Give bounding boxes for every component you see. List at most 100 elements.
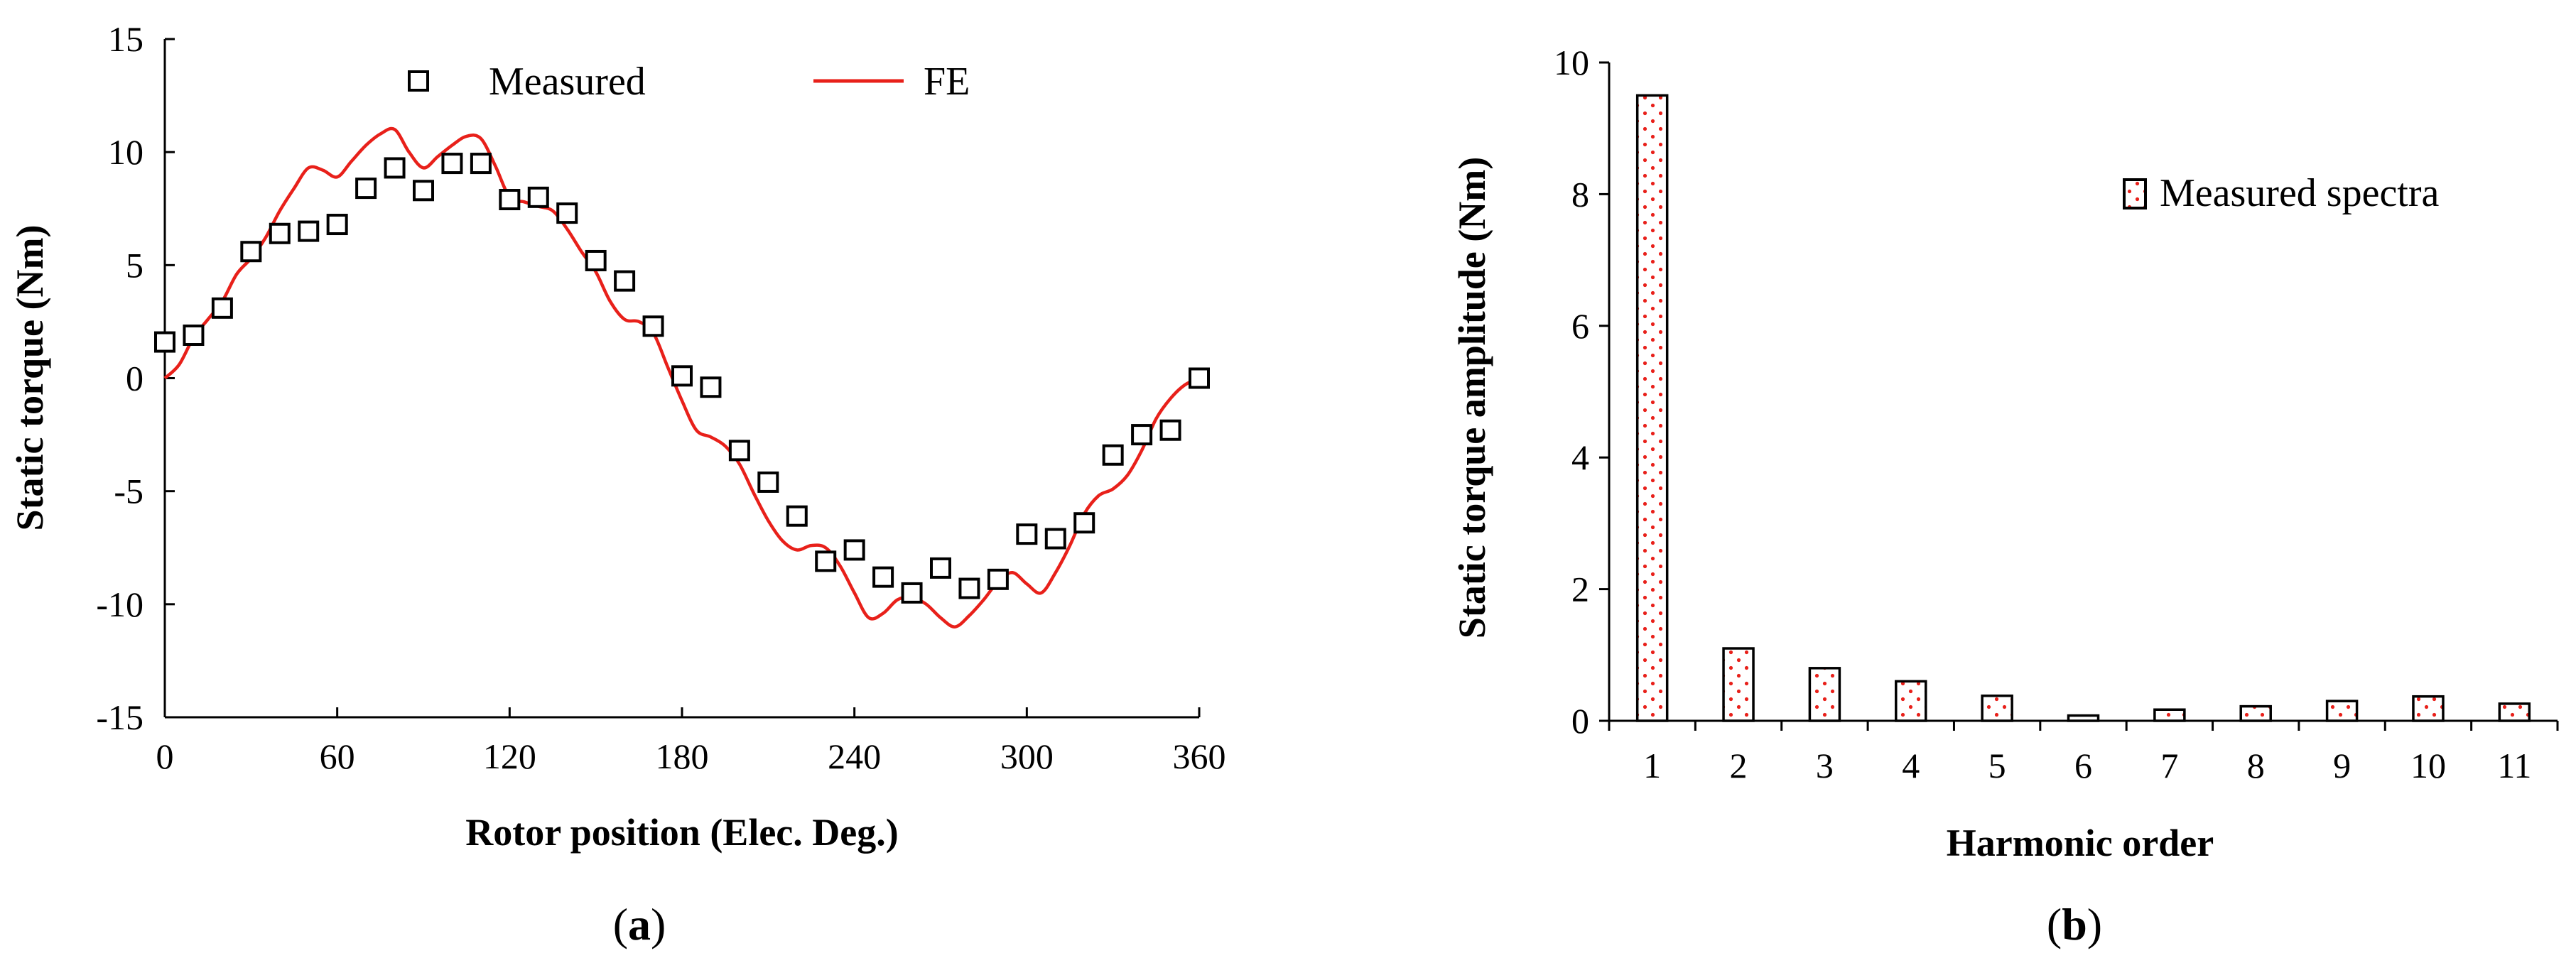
chart-a-y-axis-label: Static torque (Nm) [9,225,51,531]
x-tick-label: 3 [1816,746,1834,785]
chart-a-x-ticks: 0 60 120 180 240 300 360 [156,707,1226,776]
chart-b-bars [1635,94,2531,722]
measured-point [958,577,980,599]
y-tick-label: 6 [1571,306,1589,346]
measured-point [671,365,693,387]
y-tick-label: -10 [96,584,144,624]
measured-point [355,178,377,200]
bar-harmonic [1808,667,1841,722]
y-tick-label: 15 [108,19,144,59]
measured-point [700,376,722,398]
measured-point [470,153,492,175]
y-tick-label: 5 [126,245,144,285]
measured-point [1189,367,1210,389]
measured-point [1131,424,1153,446]
legend-measured-marker [408,70,429,92]
measured-point [499,189,521,211]
chart-a-panel-letter: a [628,899,651,949]
measured-point [240,241,262,263]
measured-point [154,331,175,353]
x-tick-label: 2 [1730,746,1748,785]
measured-point [1073,512,1095,534]
measured-series [154,153,1210,604]
measured-point [901,582,923,604]
x-tick-label: 4 [1902,746,1920,785]
measured-point [872,566,894,588]
bar-harmonic [1722,647,1755,722]
legend-measured-label: Measured [489,60,646,104]
chart-a-x-axis-label: Rotor position (Elec. Deg.) [465,811,898,854]
fe-line [163,126,1200,628]
x-tick-label: 60 [320,736,355,776]
measured-point [728,440,750,462]
bar-harmonic [2325,700,2359,722]
y-tick-label: -5 [114,472,144,511]
chart-b-panel-label: (b) [2047,899,2102,949]
x-tick-label: 9 [2333,746,2351,785]
x-tick-label: 1 [1643,746,1661,785]
measured-point [1016,523,1038,545]
measured-point [384,157,406,179]
measured-point [642,315,664,337]
y-tick-label: 2 [1571,570,1589,609]
measured-point [413,180,434,202]
measured-point [614,270,636,292]
chart-b-x-ticks: 1 2 3 4 5 6 7 8 9 10 11 [1608,721,2559,785]
measured-point [987,568,1009,590]
measured-point [441,153,463,175]
bar-harmonic [2498,702,2531,722]
measured-point [527,186,549,208]
measured-point [1159,419,1181,441]
bar-harmonic [2239,704,2272,722]
measured-point [183,325,205,347]
y-tick-label: 8 [1571,174,1589,214]
legend-measured-spectra-marker [2123,178,2147,209]
chart-b-y-axis-label: Static torque amplitude (Nm) [1451,157,1493,638]
chart-a-y-ticks: -15 -10 -5 0 5 10 15 [96,19,175,737]
x-tick-label: 360 [1173,736,1226,776]
bar-harmonic [2412,695,2445,722]
chart-b-panel-letter: b [2062,899,2087,949]
chart-b-legend: Measured spectra [2123,171,2440,215]
x-tick-label: 8 [2247,746,2265,785]
y-tick-label: 0 [126,359,144,398]
measured-point [326,214,348,236]
y-tick-label: 10 [1554,43,1589,82]
y-tick-label: 0 [1571,701,1589,741]
y-tick-label: 10 [108,132,144,172]
measured-point [930,557,951,579]
measured-point [1044,528,1066,550]
measured-point [1102,444,1124,466]
bar-harmonic [1635,94,1669,722]
measured-point [815,550,837,572]
x-tick-label: 7 [2160,746,2178,785]
y-tick-label: 4 [1571,437,1589,477]
measured-point [298,220,320,242]
legend-measured-spectra-label: Measured spectra [2160,171,2440,215]
chart-b-y-ticks: 0 2 4 6 8 10 [1554,43,1609,741]
x-tick-label: 6 [2074,746,2092,785]
measured-point [211,297,233,319]
measured-point [556,202,578,224]
x-tick-label: 180 [656,736,709,776]
x-tick-label: 5 [1988,746,2006,785]
measured-point [786,505,808,527]
chart-a-panel-label: (a) [613,899,666,949]
x-tick-label: 0 [156,736,174,776]
bar-harmonic [1895,680,1927,722]
chart-a-legend: Measured FE [408,60,970,104]
x-tick-label: 11 [2497,746,2531,785]
x-tick-label: 10 [2410,746,2446,785]
fe-series [163,126,1200,628]
measured-point [843,539,865,561]
measured-point [757,471,779,493]
bar-harmonic [2153,708,2186,722]
measured-point [269,222,291,244]
x-tick-label: 120 [483,736,536,776]
chart-b-x-axis-label: Harmonic order [1947,822,2214,864]
y-tick-label: -15 [96,697,144,737]
chart-a: -15 -10 -5 0 5 10 15 0 60 120 180 240 300 360 Measur… [9,19,1226,949]
measured-point [585,249,607,271]
